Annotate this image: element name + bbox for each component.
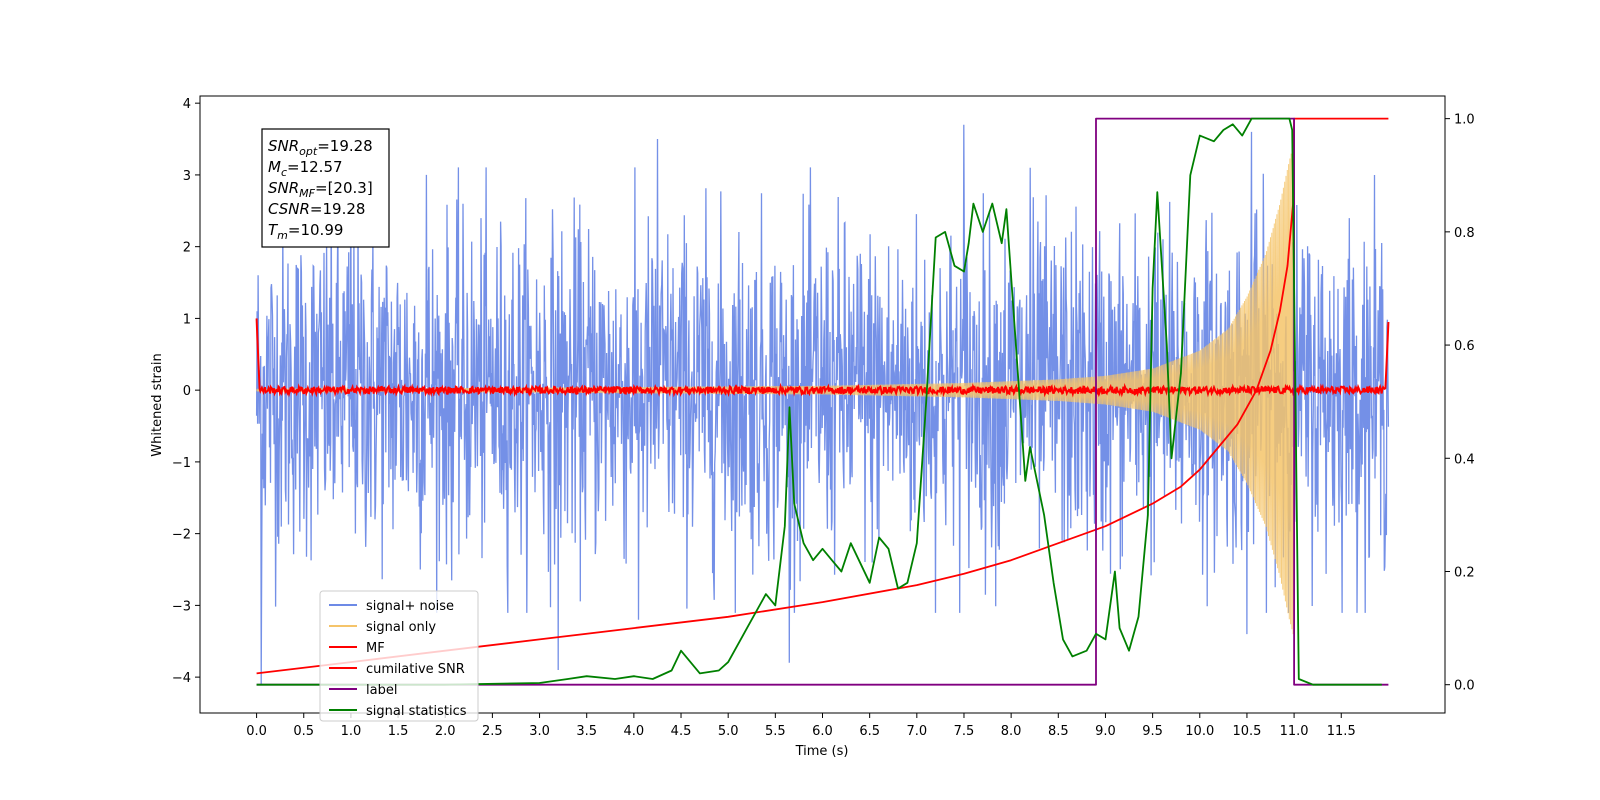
- annotation-line: SNRMF=[20.3]: [268, 179, 373, 200]
- legend-label: MF: [366, 641, 385, 656]
- annotation-frame: [261, 128, 390, 248]
- legend-label: cumilative SNR: [366, 662, 465, 677]
- legend-frame: [319, 590, 479, 722]
- x-tick-label: 8.5: [1048, 724, 1069, 739]
- y-right-tick-label: 0.2: [1454, 565, 1475, 580]
- x-tick-label: 6.0: [812, 724, 833, 739]
- legend-label: signal only: [366, 620, 436, 635]
- y-left-tick-label: −3: [172, 599, 191, 614]
- x-tick-label: 2.0: [435, 724, 456, 739]
- legend-item: MF: [329, 641, 385, 656]
- x-tick-label: 0.0: [246, 724, 267, 739]
- legend-label: signal statistics: [366, 704, 467, 719]
- y-left-tick-label: 4: [183, 97, 191, 112]
- annotation-line: SNRopt=19.28: [268, 137, 373, 158]
- y-left-tick-label: 2: [183, 241, 191, 256]
- series-cumilative-snr: [256, 117, 1389, 675]
- y-right-tick-label: 0.0: [1454, 679, 1475, 694]
- legend-label: signal+ noise: [366, 599, 454, 614]
- annotation-line: CSNR=19.28: [268, 200, 365, 218]
- y-axis-left-ticks: −4 −3 −2 −1 0 1 2 3 4: [172, 97, 200, 686]
- x-tick-label: 9.5: [1142, 724, 1163, 739]
- x-tick-label: 7.5: [954, 724, 975, 739]
- y-right-tick-label: 0.4: [1454, 452, 1475, 467]
- annotation-line: Mc=12.57: [268, 158, 343, 179]
- x-tick-label: 8.0: [1001, 724, 1022, 739]
- y-left-tick-label: −4: [172, 671, 191, 686]
- legend: signal+ noise signal only MF cumilative SNR…: [319, 590, 479, 722]
- y-axis-right-ticks: 0.0 0.2 0.4 0.6 0.8 1.0: [1445, 113, 1475, 694]
- x-tick-label: 5.0: [718, 724, 739, 739]
- x-tick-label: 5.5: [765, 724, 786, 739]
- annotation-box: SNRopt=19.28Mc=12.57SNRMF=[20.3]CSNR=19.…: [261, 128, 390, 248]
- series-label: [256, 117, 1389, 686]
- legend-item: signal+ noise: [329, 599, 454, 614]
- legend-item: cumilative SNR: [329, 662, 465, 677]
- x-tick-label: 0.5: [293, 724, 314, 739]
- y-right-tick-label: 0.8: [1454, 226, 1475, 241]
- y-left-tick-label: 3: [183, 169, 191, 184]
- x-axis-ticks: 0.0 0.5 1.0 1.5 2.0 2.5 3.0 3.5 4.0 4.5 5.0 5.5 6.0 6…: [246, 713, 1356, 739]
- legend-item: signal statistics: [329, 704, 467, 719]
- x-tick-label: 2.5: [482, 724, 503, 739]
- x-tick-label: 1.0: [341, 724, 362, 739]
- x-tick-label: 4.0: [624, 724, 645, 739]
- series-signal-noise: [255, 124, 1390, 685]
- legend-label: label: [366, 683, 397, 698]
- y-left-tick-label: −1: [172, 456, 191, 471]
- x-tick-label: 9.0: [1095, 724, 1116, 739]
- y-right-tick-label: 0.6: [1454, 339, 1475, 354]
- y-right-tick-label: 1.0: [1454, 113, 1475, 128]
- series-signal-statistics: [256, 117, 1382, 686]
- x-tick-label: 6.5: [859, 724, 880, 739]
- x-tick-label: 10.5: [1232, 724, 1261, 739]
- series-mf: [255, 318, 1390, 398]
- x-axis-label: Time (s): [795, 744, 849, 759]
- x-tick-label: 7.0: [906, 724, 927, 739]
- x-tick-label: 3.5: [576, 724, 597, 739]
- series-layer: [255, 117, 1390, 686]
- annotation-line: Tm=10.99: [268, 221, 343, 242]
- y-axis-label: Whitened strain: [150, 353, 165, 456]
- y-left-tick-label: 0: [183, 384, 191, 399]
- y-left-tick-label: −2: [172, 528, 191, 543]
- y-left-tick-label: 1: [183, 312, 191, 327]
- x-tick-label: 10.0: [1185, 724, 1214, 739]
- x-tick-label: 11.5: [1327, 724, 1356, 739]
- x-tick-label: 3.0: [529, 724, 550, 739]
- x-tick-label: 1.5: [388, 724, 409, 739]
- x-tick-label: 4.5: [671, 724, 692, 739]
- legend-item: signal only: [329, 620, 436, 635]
- legend-item: label: [329, 683, 397, 698]
- x-tick-label: 11.0: [1280, 724, 1309, 739]
